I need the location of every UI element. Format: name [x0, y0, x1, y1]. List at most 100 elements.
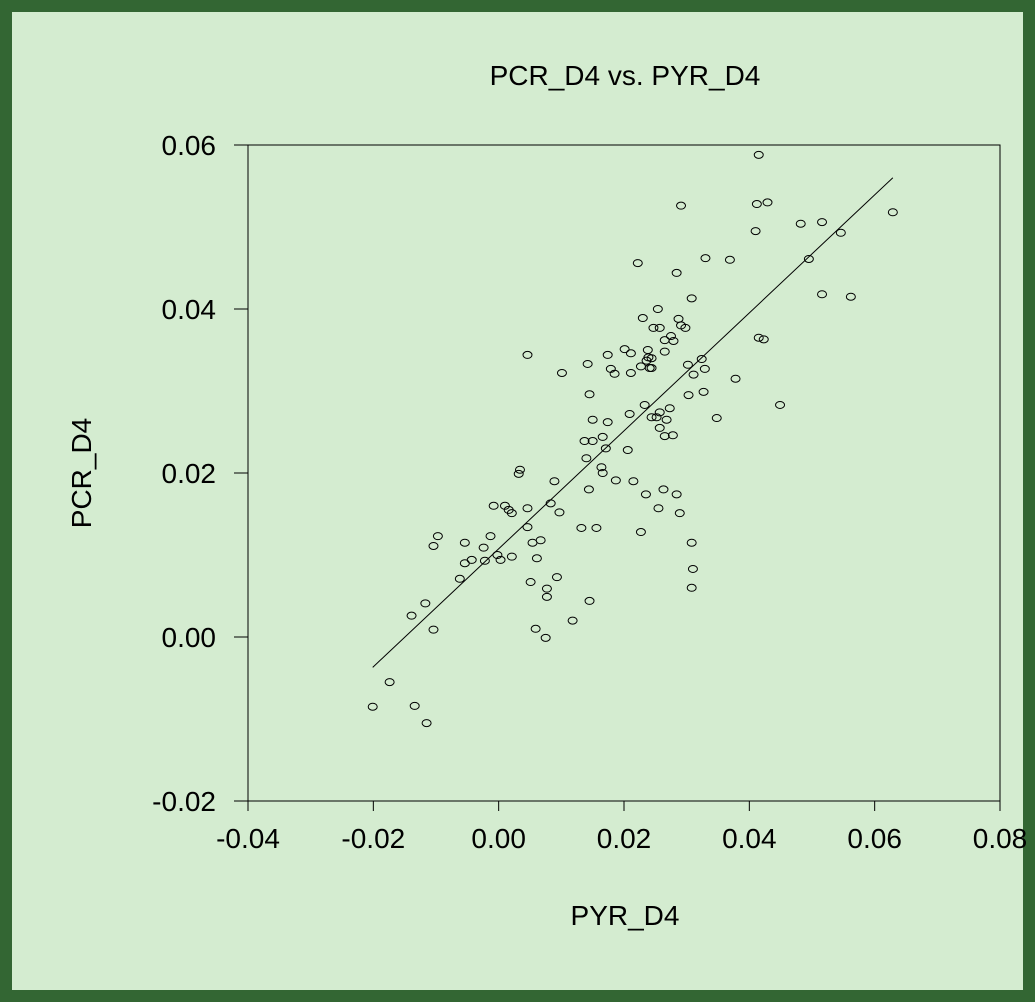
point — [653, 504, 664, 513]
point — [495, 555, 506, 564]
point — [659, 347, 670, 356]
point — [682, 360, 693, 369]
point — [625, 368, 636, 377]
point — [674, 509, 685, 518]
point — [664, 404, 675, 413]
point — [817, 290, 828, 299]
point — [659, 432, 670, 441]
point — [835, 228, 846, 237]
point — [622, 446, 633, 455]
point — [699, 364, 710, 373]
point — [367, 702, 378, 711]
point — [567, 616, 578, 625]
point — [654, 408, 665, 417]
point — [730, 374, 741, 383]
x-tick-label: 0.04 — [722, 823, 777, 854]
point — [724, 255, 735, 264]
point — [750, 227, 761, 236]
point — [667, 431, 678, 440]
point — [624, 409, 635, 418]
x-tick-label: 0.08 — [973, 823, 1028, 854]
point — [646, 354, 657, 363]
point — [845, 292, 856, 301]
y-tick-label: 0.04 — [162, 294, 217, 325]
point — [522, 504, 533, 513]
point — [654, 423, 665, 432]
point — [579, 437, 590, 446]
point — [527, 538, 538, 547]
point — [676, 201, 687, 210]
point — [654, 323, 665, 332]
point — [640, 490, 651, 499]
point — [432, 532, 443, 541]
y-tick-label: 0.02 — [162, 458, 217, 489]
fit-line — [372, 177, 894, 668]
point — [541, 584, 552, 593]
y-tick-label: 0.00 — [162, 622, 217, 653]
point — [514, 465, 525, 474]
point — [696, 355, 707, 364]
point — [554, 508, 565, 517]
point — [628, 477, 639, 486]
point — [795, 219, 806, 228]
point — [666, 332, 676, 341]
point — [530, 624, 541, 633]
point — [758, 335, 769, 344]
point — [600, 444, 611, 453]
point — [688, 370, 699, 379]
point — [583, 485, 594, 494]
point — [513, 469, 524, 478]
point — [700, 254, 711, 263]
point — [597, 432, 608, 441]
point — [887, 208, 898, 217]
point — [581, 454, 592, 463]
point — [459, 559, 470, 568]
point — [428, 541, 439, 550]
point — [610, 476, 621, 485]
point — [556, 368, 567, 377]
point — [587, 415, 598, 424]
y-tick-label: -0.02 — [152, 786, 216, 817]
x-axis-label: PYR_D4 — [571, 900, 680, 931]
point — [639, 400, 650, 409]
point — [596, 463, 607, 472]
point — [632, 259, 643, 268]
point — [479, 556, 490, 565]
point — [668, 336, 679, 345]
point — [652, 305, 663, 313]
point — [753, 150, 764, 159]
point — [687, 564, 698, 573]
point — [651, 413, 662, 422]
point — [584, 390, 595, 399]
point — [420, 599, 431, 608]
point — [499, 501, 510, 510]
point — [587, 437, 598, 446]
point — [485, 532, 496, 541]
y-axis-label: PCR_D4 — [66, 418, 97, 528]
point — [658, 485, 669, 494]
point — [661, 415, 672, 424]
point — [751, 200, 762, 209]
point — [522, 523, 533, 532]
point — [680, 323, 691, 332]
point — [506, 509, 517, 518]
point — [525, 578, 536, 587]
point — [671, 268, 682, 277]
point — [817, 218, 828, 227]
point — [803, 254, 814, 263]
point — [686, 538, 697, 547]
point — [459, 538, 470, 547]
x-tick-label: 0.00 — [471, 823, 526, 854]
point — [698, 387, 709, 396]
point — [648, 323, 659, 332]
point — [641, 356, 652, 365]
point — [576, 523, 587, 532]
point — [409, 701, 420, 710]
point — [625, 349, 636, 358]
point — [541, 592, 552, 601]
point — [711, 414, 722, 423]
point — [384, 678, 395, 687]
point — [635, 528, 646, 537]
x-tick-label: -0.04 — [216, 823, 280, 854]
